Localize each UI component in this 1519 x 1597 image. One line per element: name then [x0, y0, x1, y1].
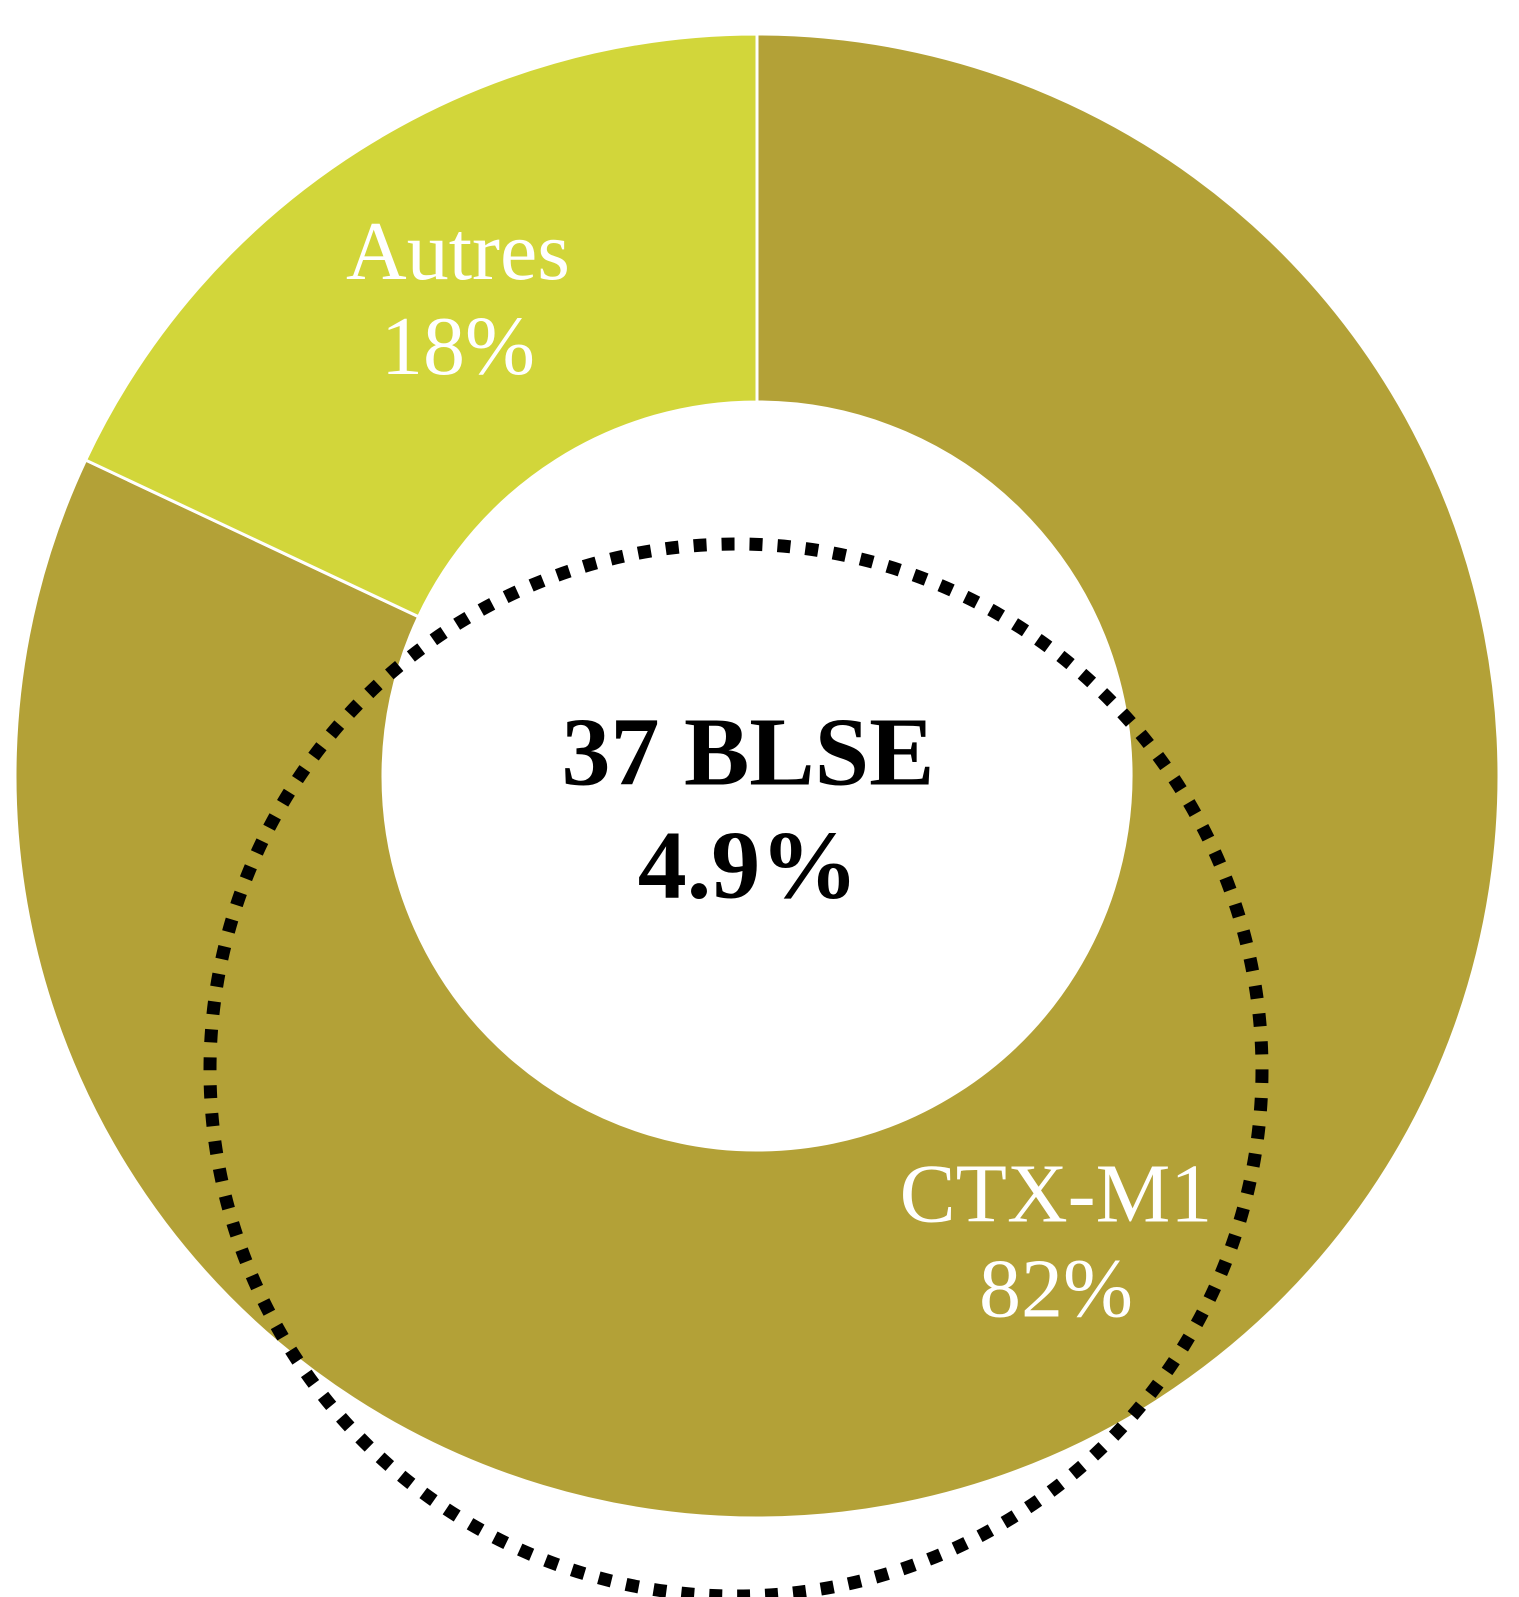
value-label: 82% [979, 1242, 1133, 1335]
slice [83, 32, 759, 619]
center-text: 4.9% [638, 811, 859, 919]
center-text: 37 BLSE [561, 698, 934, 806]
slice [13, 32, 1501, 1520]
slice-label: Autres [346, 205, 570, 298]
slice-label: CTX-M1 [900, 1147, 1213, 1240]
dotted-circle [203, 537, 1269, 1597]
value-label: 18% [381, 300, 535, 393]
donut [13, 32, 1501, 1520]
